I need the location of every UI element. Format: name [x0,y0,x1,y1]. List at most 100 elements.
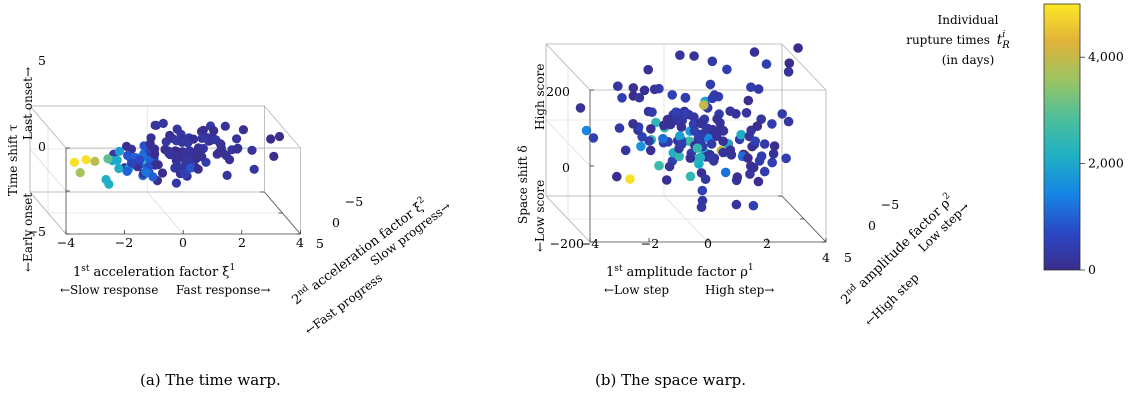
y-tick-label: 5 [316,236,324,251]
data-point [680,92,691,103]
z-axis-label-group: Space shift δ [516,145,530,224]
data-point [150,149,160,159]
grid-line [29,148,67,192]
grid-line [545,119,591,167]
data-point [180,156,191,166]
z-axis-high-hint: High score [533,64,547,130]
data-point [232,144,242,154]
data-point [161,137,171,147]
data-point [192,152,202,162]
y-tick-label: 0 [868,218,876,233]
data-point [171,178,181,188]
z-axis-low-group: ←Low score [533,180,547,252]
x-label-num: 1 [606,265,614,280]
z-axis-high-hint: Last onset→ [21,67,35,140]
data-point [185,163,196,173]
colorbar-tick-label: 0 [1088,262,1096,277]
x-axis-label: 1st acceleration factor ξ1 [73,263,235,280]
data-point [692,143,703,153]
data-point [698,100,709,110]
x-label-main: amplitude factor ρ [627,265,748,280]
data-point [69,157,79,167]
data-point [269,151,279,161]
data-point [759,139,770,149]
data-point [636,141,646,152]
scatter-points [69,118,285,189]
y-tick-label: 0 [332,215,340,230]
data-point [725,106,735,116]
caption: (a) The time warp. [140,371,281,389]
data-point [700,174,711,184]
y-label-sup: 2 [416,195,427,206]
data-point [614,123,625,133]
data-point [753,176,764,187]
x-label-num: 1 [73,265,81,280]
data-point [697,185,708,196]
data-point [575,103,586,113]
colorbar-title-line2: rupture times ti R [906,30,1010,51]
data-point [103,154,113,164]
data-point [783,116,794,127]
data-point [707,56,718,67]
data-point [222,170,232,180]
z-tick-label: 0 [562,160,570,175]
data-point [247,145,257,155]
z-axis-high-group: Last onset→ [21,67,35,140]
data-point [676,139,687,149]
data-point [274,131,285,142]
data-point [697,195,708,206]
y-axis-label-group: 2ndamplitude factor ρ2 Low step→ ←High s… [838,191,972,329]
colorbar-title-sym: t [997,32,1003,48]
z-tick-label: 5 [38,53,46,68]
data-point [157,168,168,178]
axis-box-front [65,147,301,235]
data-point [675,131,685,141]
data-point [649,84,660,95]
y-tick-label: 5 [844,250,852,265]
data-point [681,108,691,119]
box-edge [545,43,591,91]
data-point [127,158,137,168]
data-point [685,153,696,163]
z-tick-label: −5 [28,224,46,239]
data-point [754,156,765,166]
data-point [671,107,681,117]
data-point [181,136,191,146]
data-point [756,114,766,124]
data-point [675,50,685,60]
data-point [613,81,623,91]
z-tick-label: 0 [38,139,46,154]
x-axis-right-hint: Fast response→ [176,283,270,297]
data-point [676,122,687,132]
z-axis-low-hint: ←Early onset [21,193,35,272]
data-point [731,199,742,210]
data-point [651,117,661,128]
y-axis-label-group: 2ndacceleration factor ξ2 Slow progress→… [289,195,453,338]
z-tick-label: 200 [546,84,570,99]
data-point [197,133,207,143]
data-point [639,85,650,96]
data-point [612,171,622,182]
data-point [212,149,222,159]
data-point [165,150,175,160]
data-point [148,172,158,182]
z-axis-high-group: High score [533,64,547,130]
data-point [158,118,168,128]
data-point [712,131,722,141]
data-point [232,134,242,144]
colorbar-title-line1: Individual [937,13,998,27]
data-point [685,171,696,182]
data-point [654,160,664,171]
data-point [718,126,729,136]
caption: (b) The space warp. [595,371,746,389]
data-point [783,67,794,77]
data-point [695,152,706,163]
data-point [722,64,732,75]
box-edge [545,195,591,243]
data-point [748,200,759,211]
data-point [647,107,657,117]
y-tick-label: −5 [345,194,363,209]
data-point [720,167,731,178]
data-point [90,156,100,166]
box-edge [264,105,301,149]
